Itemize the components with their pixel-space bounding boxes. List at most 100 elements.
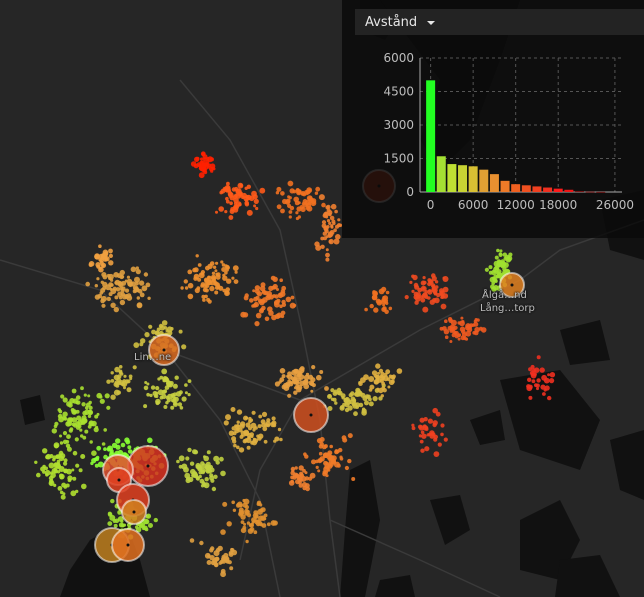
data-point (250, 441, 255, 445)
data-point (270, 520, 277, 526)
data-point (87, 414, 92, 418)
data-point (354, 402, 361, 408)
data-point (88, 261, 95, 267)
data-point (337, 218, 341, 222)
data-point (236, 445, 240, 450)
data-point (246, 521, 251, 525)
bar[interactable] (596, 191, 606, 193)
cluster-marker[interactable] (499, 272, 525, 298)
data-point (93, 427, 99, 433)
data-point (103, 428, 107, 432)
data-point (364, 307, 368, 312)
data-point (233, 197, 239, 203)
data-point (375, 374, 381, 380)
data-point (259, 523, 264, 527)
data-point (178, 455, 185, 462)
data-point (287, 374, 293, 380)
bar[interactable] (585, 191, 595, 193)
bar[interactable] (489, 174, 499, 192)
data-point (502, 266, 507, 272)
data-point (300, 192, 305, 196)
data-point (318, 194, 325, 201)
bar[interactable] (553, 188, 563, 192)
bar[interactable] (521, 185, 531, 192)
data-point (310, 389, 314, 393)
data-point (433, 451, 440, 457)
data-point (126, 275, 130, 279)
data-point (106, 405, 111, 410)
bar[interactable] (564, 189, 574, 192)
data-point (85, 281, 90, 287)
data-point (266, 423, 270, 428)
data-point (381, 299, 387, 305)
data-point (434, 280, 439, 284)
data-point (232, 508, 237, 512)
data-point (325, 205, 330, 210)
metric-dropdown[interactable]: Avstånd (355, 9, 644, 35)
data-point (316, 374, 322, 381)
bar[interactable] (532, 186, 542, 192)
data-point (433, 297, 440, 304)
cluster-marker[interactable] (293, 397, 329, 433)
bar[interactable] (436, 156, 446, 192)
data-point (48, 462, 55, 469)
cluster-marker[interactable] (121, 499, 147, 525)
data-point (159, 325, 165, 331)
data-point (259, 307, 264, 312)
bar[interactable] (574, 191, 584, 193)
data-point (100, 262, 107, 268)
data-point (80, 454, 86, 459)
data-point (276, 298, 281, 304)
data-point (304, 471, 308, 475)
data-point (98, 266, 104, 273)
data-point (432, 420, 438, 426)
data-point (99, 398, 105, 404)
cluster-marker[interactable] (148, 334, 180, 366)
data-point (276, 204, 282, 210)
data-point (187, 293, 194, 300)
data-point (411, 274, 415, 279)
data-point (164, 385, 170, 390)
data-point (274, 436, 280, 442)
data-point (272, 294, 276, 298)
bar[interactable] (426, 80, 436, 192)
data-point (211, 486, 217, 492)
bar[interactable] (468, 166, 478, 192)
data-point (375, 363, 381, 369)
data-point (74, 437, 79, 442)
data-point (339, 405, 345, 411)
data-point (225, 196, 229, 201)
data-point (215, 261, 219, 265)
data-point (489, 276, 496, 283)
bar[interactable] (458, 165, 468, 192)
data-point (94, 284, 99, 288)
data-point (293, 196, 300, 203)
data-point (221, 556, 226, 562)
data-point (449, 340, 453, 343)
data-point (89, 440, 93, 444)
bar[interactable] (500, 180, 510, 192)
bar[interactable] (511, 184, 521, 192)
data-point (415, 296, 421, 302)
bar[interactable] (543, 187, 553, 192)
data-point (369, 303, 374, 309)
data-point (281, 374, 286, 379)
data-point (421, 433, 427, 439)
cluster-marker[interactable] (111, 528, 145, 562)
data-point (266, 522, 271, 527)
data-point (465, 330, 472, 337)
data-point (315, 186, 321, 192)
bar[interactable] (447, 164, 457, 192)
data-point (204, 552, 211, 559)
data-point (193, 449, 199, 455)
data-point (61, 482, 67, 488)
bar[interactable] (479, 169, 489, 192)
data-point (198, 172, 205, 179)
data-point (66, 446, 72, 452)
data-point (422, 306, 429, 313)
data-point (97, 461, 104, 468)
data-point (404, 295, 409, 300)
data-point (228, 552, 234, 557)
cluster-marker[interactable] (127, 445, 169, 487)
data-point (174, 375, 179, 380)
